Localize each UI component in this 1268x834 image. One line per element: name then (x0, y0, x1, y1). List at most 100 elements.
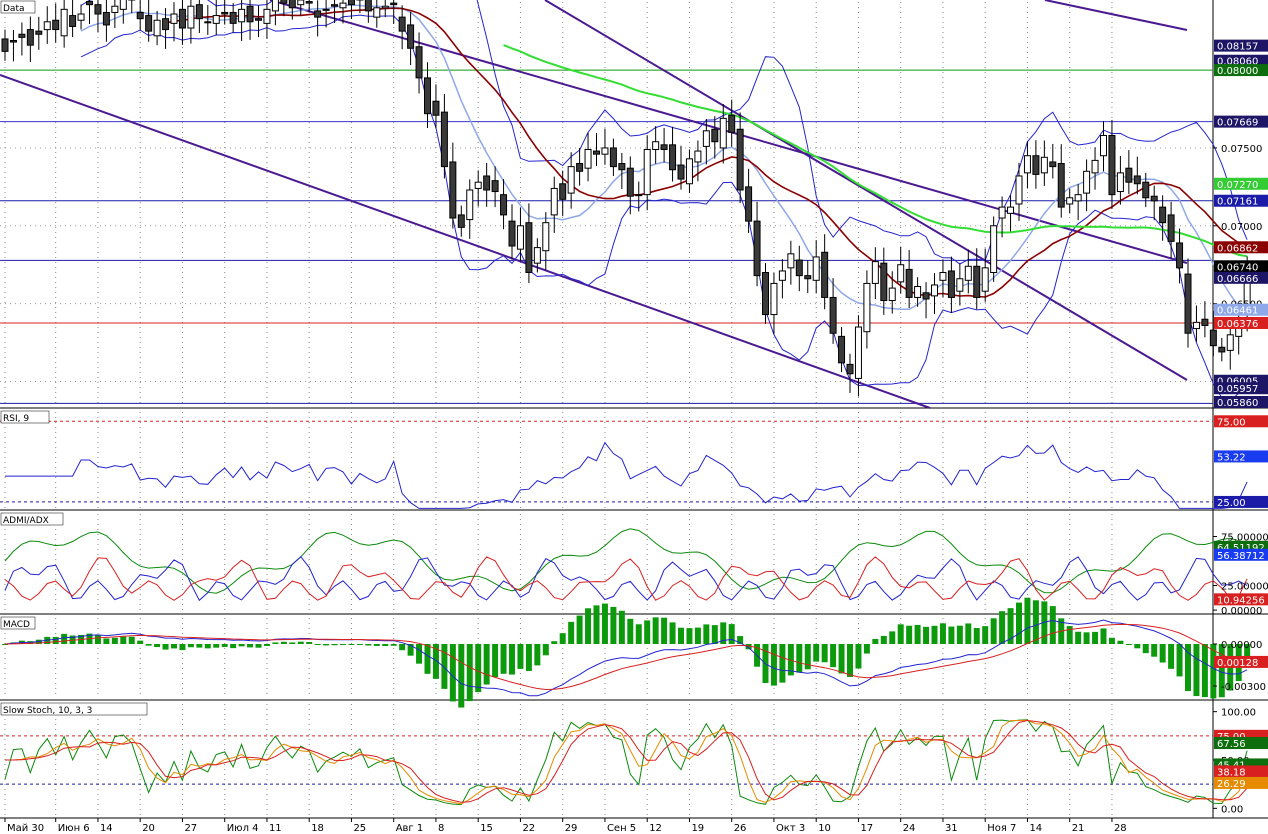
candle-body (1159, 206, 1167, 224)
candle-body (973, 265, 981, 298)
candle-body (550, 187, 558, 216)
candle-body (559, 183, 567, 200)
candle-body (43, 21, 51, 31)
candle-body (449, 161, 457, 219)
macd-histogram-bar (1176, 644, 1183, 677)
candle-body (1125, 167, 1133, 183)
macd-histogram-bar (1193, 644, 1200, 697)
macd-histogram-bar (737, 636, 744, 644)
macd-histogram-bar (94, 635, 101, 644)
price-marker (1214, 396, 1268, 408)
candle-body (77, 13, 85, 21)
macd-histogram-bar (196, 644, 203, 648)
candle-body (331, 4, 339, 7)
macd-histogram-bar (1168, 644, 1175, 669)
candle-body (1007, 206, 1015, 214)
price-marker (1214, 548, 1268, 561)
macd-histogram-bar (187, 644, 194, 648)
price-marker-label: 56.38712 (1217, 551, 1265, 562)
macd-histogram-bar (813, 644, 820, 662)
macd-histogram-bar (1083, 632, 1090, 644)
macd-signal-line (4, 623, 1248, 691)
x-axis-label: Июн 6 (58, 823, 90, 834)
candle-body (145, 15, 153, 32)
price-marker-label: 38.18 (1217, 767, 1246, 778)
macd-histogram-bar (432, 644, 439, 679)
candle-body (1032, 155, 1040, 175)
panel-title: ADMI/ADX (3, 516, 49, 526)
macd-histogram-bar (889, 631, 896, 644)
candle-body (255, 18, 262, 21)
macd-histogram-bar (863, 644, 870, 654)
candle-body (1040, 156, 1048, 174)
macd-histogram-bar (804, 644, 811, 670)
macd-histogram-bar (221, 644, 228, 647)
candle-body (398, 16, 406, 32)
price-marker-label: 0.06862 (1217, 243, 1258, 254)
macd-histogram-bar (137, 640, 144, 644)
candle-body (736, 128, 744, 191)
candle-body (1049, 161, 1057, 168)
candle-body (466, 189, 474, 221)
macd-histogram-bar (517, 644, 524, 669)
price-marker-label: 0.08060 (1217, 57, 1258, 68)
candle-body (1142, 181, 1150, 199)
panel-title-box (0, 512, 64, 526)
candle-body (474, 181, 482, 189)
candle-body (373, 7, 381, 18)
price-marker (1214, 765, 1268, 778)
panel-stoch (0, 702, 1268, 818)
price-marker-label: 0.08157 (1217, 42, 1258, 53)
candle-body (880, 262, 888, 302)
macd-histogram-bar (128, 636, 135, 644)
price-marker-label: 25.00 (1217, 498, 1246, 509)
price-marker-label: 0.00128 (1217, 658, 1258, 669)
candle-body (136, 11, 144, 20)
macd-histogram-bar (999, 611, 1006, 644)
macd-histogram-bar (568, 621, 575, 644)
macd-histogram-bar (635, 624, 642, 644)
price-marker (1214, 260, 1268, 273)
macd-histogram-bar (1024, 597, 1031, 644)
price-marker-label: 0.06740 (1217, 262, 1258, 273)
candle-body (516, 225, 524, 250)
x-axis: Май 30 Июн 6 14 20 27 Июл 4 11 18 25 Авг 1 8 15 22 29… (0, 817, 1268, 834)
macd-histogram-bar (69, 635, 76, 644)
macd-histogram-bar (382, 644, 389, 647)
macd-histogram-bar (373, 644, 380, 646)
candle-body (187, 5, 195, 29)
macd-histogram-bar (1066, 626, 1073, 644)
candle-body (432, 100, 440, 116)
candle-body (1176, 242, 1184, 269)
candle-body (483, 175, 491, 191)
macd-histogram-bar (230, 644, 237, 649)
x-axis-label: 31 (945, 823, 958, 834)
candle-body (170, 13, 178, 24)
x-axis-label: 8 (438, 823, 444, 834)
macd-histogram-bar (154, 644, 161, 648)
candle-body (652, 141, 660, 150)
adx-line (4, 528, 1248, 594)
candle-body (677, 164, 685, 180)
x-axis-label: Май 30 (7, 823, 44, 834)
macd-histogram-bar (728, 624, 735, 644)
macd-histogram-bar (956, 625, 963, 644)
candle-body (1074, 194, 1082, 202)
price-marker (1214, 655, 1268, 668)
stoch-d-line (5, 719, 1248, 803)
macd-histogram-bar (585, 608, 592, 644)
macd-histogram-bar (1049, 606, 1056, 644)
candle-body (297, 0, 305, 6)
candle-body (35, 30, 43, 35)
candle-body (838, 335, 846, 364)
macd-histogram-bar (787, 644, 794, 676)
candle-body (178, 8, 186, 29)
macd-histogram-bar (1108, 637, 1115, 644)
candle-body (424, 77, 431, 115)
candle-body (1150, 195, 1158, 202)
macd-histogram-bar (483, 644, 490, 685)
macd-histogram-bar (618, 610, 625, 644)
candle-body (26, 29, 34, 46)
macd-histogram-bar (356, 643, 363, 645)
